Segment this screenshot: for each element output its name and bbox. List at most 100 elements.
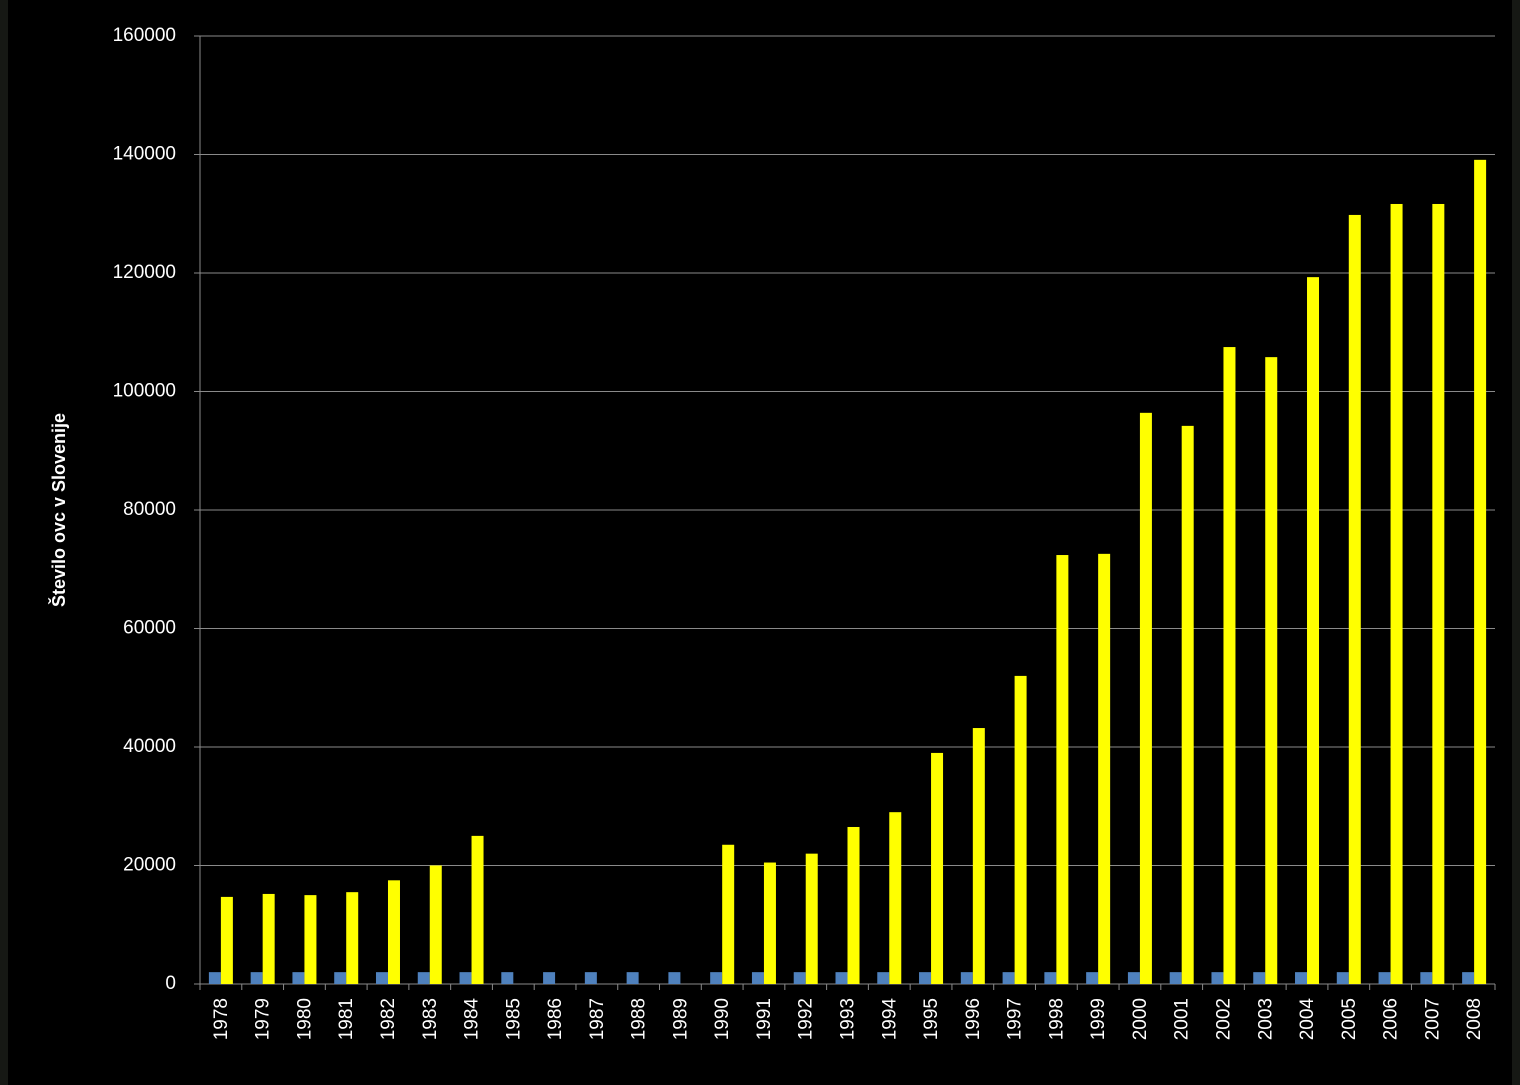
x-tick-label: 1978 xyxy=(211,998,232,1040)
bar xyxy=(292,972,305,984)
bar xyxy=(250,972,263,984)
bar xyxy=(429,865,442,984)
bar xyxy=(1295,972,1308,984)
y-tick-label: 120000 xyxy=(113,262,176,283)
bar xyxy=(220,896,233,984)
x-tick-label: 1993 xyxy=(838,998,859,1040)
y-tick-label: 0 xyxy=(165,973,176,994)
bar xyxy=(1336,972,1349,984)
bar xyxy=(334,972,347,984)
bar xyxy=(1098,553,1111,984)
chart-area xyxy=(8,0,1512,1085)
x-tick-label: 1994 xyxy=(879,998,900,1041)
x-tick-label: 1999 xyxy=(1088,998,1109,1040)
bar xyxy=(763,862,776,984)
bar xyxy=(751,972,764,984)
bar xyxy=(1307,277,1320,985)
bar xyxy=(262,893,275,984)
bar xyxy=(1378,972,1391,984)
bar xyxy=(1181,425,1194,984)
bar xyxy=(805,853,818,984)
x-tick-label: 1984 xyxy=(462,998,483,1041)
y-tick-label: 100000 xyxy=(113,381,176,402)
bar xyxy=(1002,972,1015,984)
x-tick-label: 2006 xyxy=(1381,998,1402,1040)
x-tick-label: 1998 xyxy=(1046,998,1067,1040)
x-tick-label: 1996 xyxy=(963,998,984,1040)
y-tick-label: 20000 xyxy=(123,855,176,876)
bar xyxy=(847,826,860,984)
y-tick-label: 140000 xyxy=(113,144,176,165)
bar xyxy=(375,972,388,984)
y-tick-label: 160000 xyxy=(113,25,176,46)
bar xyxy=(346,892,359,984)
x-tick-label: 1986 xyxy=(545,998,566,1040)
bar xyxy=(501,972,514,984)
x-tick-label: 1981 xyxy=(336,998,357,1040)
x-tick-label: 1992 xyxy=(796,998,817,1040)
bar xyxy=(1056,555,1069,984)
x-tick-label: 1997 xyxy=(1005,998,1026,1040)
bar xyxy=(1474,159,1487,984)
bar xyxy=(1265,357,1278,984)
y-tick-label: 80000 xyxy=(123,499,176,520)
x-tick-label: 2003 xyxy=(1255,998,1276,1040)
x-tick-label: 1980 xyxy=(294,998,315,1040)
bar xyxy=(1420,972,1433,984)
bar xyxy=(960,972,973,984)
x-tick-label: 1983 xyxy=(420,998,441,1040)
x-tick-label: 1982 xyxy=(378,998,399,1040)
bar xyxy=(1223,347,1236,984)
bar xyxy=(835,972,848,984)
bar xyxy=(722,844,735,984)
x-tick-label: 1987 xyxy=(587,998,608,1040)
x-tick-label: 2000 xyxy=(1130,998,1151,1040)
x-tick-label: 1979 xyxy=(253,998,274,1040)
x-tick-label: 1988 xyxy=(629,998,650,1040)
bar xyxy=(1044,972,1057,984)
bar xyxy=(931,752,944,984)
bar xyxy=(1432,203,1445,984)
bar xyxy=(1390,203,1403,984)
bar xyxy=(208,972,221,984)
y-tick-label: 60000 xyxy=(123,618,176,639)
x-tick-label: 1989 xyxy=(670,998,691,1040)
x-tick-label: 2004 xyxy=(1297,998,1318,1041)
bar xyxy=(1014,675,1027,984)
bar xyxy=(584,972,597,984)
bar xyxy=(919,972,932,984)
x-tick-label: 1995 xyxy=(921,998,942,1040)
bar xyxy=(668,972,681,984)
x-tick-label: 2002 xyxy=(1213,998,1234,1040)
bar xyxy=(1253,972,1266,984)
bar xyxy=(1086,972,1099,984)
bar xyxy=(1348,214,1361,984)
bar xyxy=(877,972,890,984)
bar xyxy=(626,972,639,984)
bar xyxy=(1127,972,1140,984)
bar xyxy=(889,812,902,984)
bar xyxy=(304,895,317,984)
y-tick-label: 40000 xyxy=(123,736,176,757)
x-tick-label: 2008 xyxy=(1464,998,1485,1040)
x-tick-label: 1985 xyxy=(503,998,524,1040)
y-axis-title: Število ovc v Slovenije xyxy=(48,413,69,607)
x-tick-label: 1990 xyxy=(712,998,733,1040)
bar xyxy=(1462,972,1475,984)
bar xyxy=(1169,972,1182,984)
bar xyxy=(1211,972,1224,984)
x-tick-label: 2001 xyxy=(1172,998,1193,1040)
bar xyxy=(543,972,556,984)
bar xyxy=(387,880,400,984)
bar xyxy=(972,728,985,984)
bar xyxy=(1139,412,1152,985)
x-tick-label: 2005 xyxy=(1339,998,1360,1040)
bar xyxy=(417,972,430,984)
bar xyxy=(459,972,472,984)
x-tick-label: 1991 xyxy=(754,998,775,1040)
x-tick-label: 2007 xyxy=(1422,998,1443,1040)
bar xyxy=(793,972,806,984)
bar xyxy=(710,972,723,984)
